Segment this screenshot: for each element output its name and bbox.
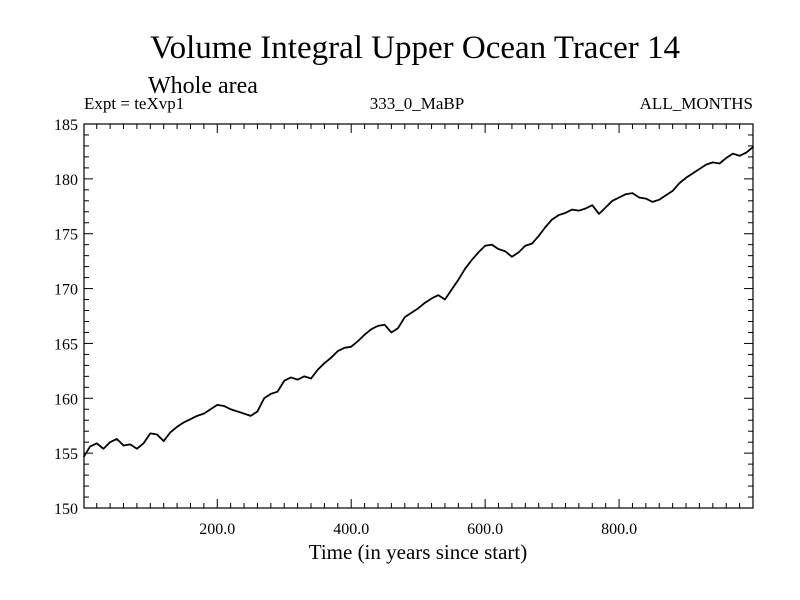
plot-frame: [83, 123, 754, 509]
y-tick-label: 160: [54, 391, 78, 408]
expt-label: Expt = teXvp1: [84, 94, 184, 113]
series-layer: [83, 146, 754, 458]
y-tick-label: 175: [54, 227, 78, 244]
x-tick-label: 200.0: [199, 521, 235, 538]
series-line: [83, 146, 754, 458]
x-tick-label: 400.0: [333, 521, 369, 538]
chart-subtitle: Whole area: [148, 73, 258, 99]
y-tick-label: 150: [54, 501, 78, 518]
y-axis: 150 155 160 165 170 175 180 185: [54, 117, 753, 518]
x-tick-label: 600.0: [467, 521, 503, 538]
x-tick-label: 800.0: [601, 521, 637, 538]
y-tick-label: 155: [54, 446, 78, 463]
y-tick-label: 165: [54, 336, 78, 353]
period-label: ALL_MONTHS: [640, 94, 753, 113]
y-tick-label: 180: [54, 172, 78, 189]
y-tick-label: 185: [54, 117, 78, 134]
run-label: 333_0_MaBP: [370, 94, 464, 113]
y-tick-label: 170: [54, 282, 78, 299]
x-axis: 200.0 400.0 600.0 800.0: [96, 124, 754, 538]
x-axis-label: Time (in years since start): [309, 540, 528, 564]
chart-title: Volume Integral Upper Ocean Tracer 14: [150, 30, 680, 66]
